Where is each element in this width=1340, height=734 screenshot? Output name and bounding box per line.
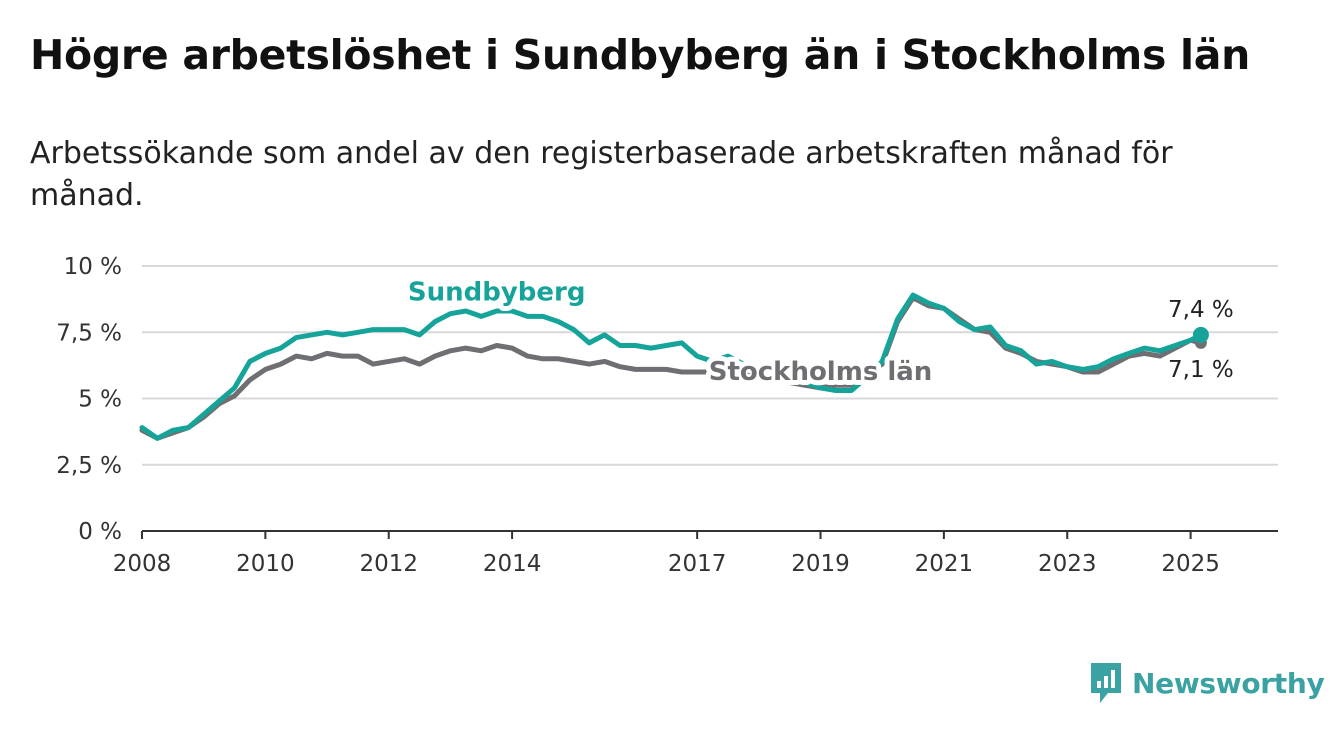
x-tick-label: 2008 bbox=[113, 551, 172, 577]
x-tick-label: 2017 bbox=[668, 551, 727, 577]
x-tick-label: 2014 bbox=[483, 551, 542, 577]
newsworthy-icon bbox=[1091, 663, 1121, 703]
brand-name: Newsworthy bbox=[1132, 666, 1325, 700]
series-label-halo: Stockholms län bbox=[709, 357, 933, 387]
series-label-halo: Sundbyberg bbox=[408, 277, 586, 307]
x-tick-label: 2023 bbox=[1038, 551, 1097, 577]
x-axis: 2008 2010 2012 2014 2017 2019 2021 2023 2025 bbox=[113, 530, 1278, 577]
end-value-label-sundbyberg: 7,4 % bbox=[1168, 297, 1234, 323]
x-tick-label: 2019 bbox=[791, 551, 850, 577]
series-end-point-sundbyberg bbox=[1192, 326, 1209, 343]
chart-title: Högre arbetslöshet i Sundbyberg än i Sto… bbox=[30, 31, 1251, 79]
y-tick-label: 2,5 % bbox=[56, 453, 122, 479]
series-label: Sundbyberg bbox=[408, 277, 586, 307]
x-tick-label: 2010 bbox=[236, 551, 295, 577]
series-line-sundbyberg bbox=[139, 292, 1204, 441]
y-tick-label: 5 % bbox=[78, 387, 122, 413]
y-tick-label: 7,5 % bbox=[56, 320, 122, 346]
series-lines bbox=[139, 292, 1209, 441]
line-chart: 0 % 2,5 % 5 % 7,5 % 10 % 2008 2010 2012 2014 201… bbox=[56, 254, 1278, 577]
newsworthy-logo[interactable]: Newsworthy bbox=[1088, 660, 1325, 706]
x-tick-label: 2021 bbox=[915, 551, 974, 577]
series-label: Stockholms län bbox=[709, 357, 933, 387]
end-value-label-stockholm: 7,1 % bbox=[1168, 357, 1234, 383]
x-tick-label: 2025 bbox=[1161, 551, 1220, 577]
series-line-stockholms-l-n bbox=[139, 295, 1204, 441]
x-tick-label: 2012 bbox=[359, 551, 418, 577]
y-axis: 0 % 2,5 % 5 % 7,5 % 10 % bbox=[56, 254, 122, 545]
y-tick-label: 0 % bbox=[78, 519, 122, 545]
chart-subtitle: Arbetssökande som andel av den registerb… bbox=[30, 136, 1173, 213]
y-tick-label: 10 % bbox=[64, 254, 122, 280]
